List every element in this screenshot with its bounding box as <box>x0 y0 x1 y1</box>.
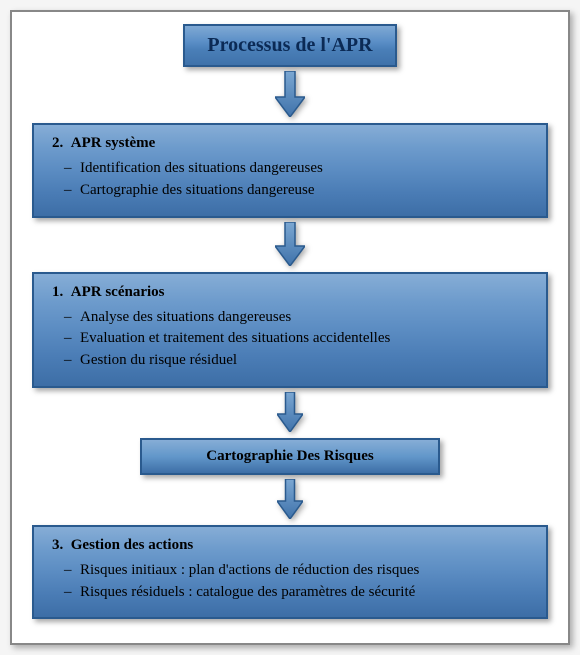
node-apr-scenarios: 1. APR scénarios Analyse des situations … <box>32 272 548 388</box>
list-item: Cartographie des situations dangereuse <box>52 180 528 202</box>
down-arrow-icon <box>275 222 305 266</box>
list-item: Analyse des situations dangereuses <box>52 307 528 329</box>
node-label: Cartographie Des Risques <box>206 448 374 464</box>
down-arrow-icon <box>277 392 303 432</box>
flowchart-container: Processus de l'APR 2. APR système Identi… <box>32 24 548 619</box>
node-label: APR scénarios <box>71 284 165 300</box>
arrow-1 <box>275 71 305 117</box>
node-header: 1. APR scénarios <box>52 284 528 301</box>
node-apr-systeme: 2. APR système Identification des situat… <box>32 123 548 218</box>
node-number: 3. <box>52 537 63 553</box>
node-gestion-actions: 3. Gestion des actions Risques initiaux … <box>32 525 548 620</box>
node-carto-risques: Cartographie Des Risques <box>140 438 440 475</box>
title-text: Processus de l'APR <box>207 34 372 56</box>
down-arrow-icon <box>277 479 303 519</box>
node-label: APR système <box>71 135 156 151</box>
diagram-frame: Processus de l'APR 2. APR système Identi… <box>10 10 570 645</box>
down-arrow-icon <box>275 71 305 117</box>
list-item: Evaluation et traitement des situations … <box>52 328 528 350</box>
node-number: 1. <box>52 284 63 300</box>
list-item: Risques initiaux : plan d'actions de réd… <box>52 560 528 582</box>
list-item: Risques résiduels : catalogue des paramè… <box>52 582 528 604</box>
title-box: Processus de l'APR <box>183 24 396 67</box>
arrow-4 <box>277 479 303 519</box>
arrow-2 <box>275 222 305 266</box>
list-item: Gestion du risque résiduel <box>52 350 528 372</box>
node-number: 2. <box>52 135 63 151</box>
node-header: 3. Gestion des actions <box>52 537 528 554</box>
list-item: Identification des situations dangereuse… <box>52 158 528 180</box>
arrow-3 <box>277 392 303 432</box>
node-header: 2. APR système <box>52 135 528 152</box>
node-label: Gestion des actions <box>71 537 194 553</box>
